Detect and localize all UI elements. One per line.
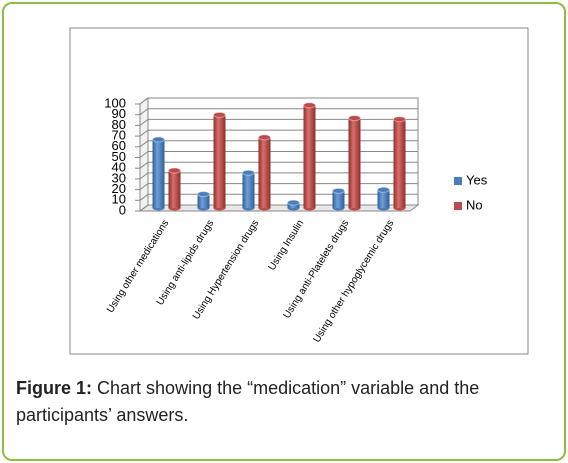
bar-top	[303, 102, 316, 109]
legend-swatch	[454, 177, 462, 185]
bar-top	[287, 199, 300, 206]
grid-line	[139, 118, 418, 126]
grid-line	[139, 151, 418, 158]
bar	[242, 172, 255, 208]
floor	[138, 204, 420, 212]
grid-line	[139, 108, 418, 116]
bar-top	[242, 169, 255, 176]
caption-label: Figure 1:	[16, 378, 93, 398]
y-tick-label: 30	[112, 170, 126, 185]
y-tick-label: 20	[112, 181, 126, 196]
bar-top	[258, 134, 271, 141]
bar-top	[377, 186, 390, 193]
caption: Figure 1: Chart showing the “medication”…	[16, 375, 546, 429]
y-tick-label: 40	[112, 160, 126, 175]
y-tick-label: 80	[112, 117, 126, 132]
bar-top	[152, 136, 165, 143]
y-tick-label: 90	[112, 106, 126, 121]
grid-line	[139, 204, 418, 212]
grid-line	[139, 172, 418, 180]
grid-line	[139, 193, 418, 201]
legend-label: Yes	[466, 172, 488, 187]
grid-line	[139, 97, 418, 105]
bar	[348, 118, 361, 208]
y-tick-label: 50	[112, 149, 126, 164]
bar	[197, 194, 210, 208]
bar	[303, 105, 316, 208]
bar	[287, 202, 300, 208]
bar	[393, 119, 406, 208]
bar	[377, 189, 390, 208]
bar-top	[197, 191, 210, 198]
y-tick-label: 100	[104, 95, 126, 110]
bar-top	[393, 116, 406, 123]
caption-text: Chart showing the “medication” variable …	[16, 378, 480, 425]
grid-line	[139, 161, 418, 169]
bar	[258, 137, 271, 208]
grid-line	[139, 183, 418, 191]
bar	[152, 139, 165, 208]
y-tick-label: 70	[112, 128, 126, 143]
bar	[168, 170, 181, 208]
bar	[332, 190, 345, 208]
legend-swatch	[454, 202, 462, 210]
y-tick-label: 60	[112, 138, 126, 153]
y-tick-label: 0	[119, 202, 126, 217]
legend-label: No	[466, 197, 483, 212]
bar	[213, 114, 226, 208]
grid-line	[139, 140, 418, 148]
bar-top	[213, 111, 226, 118]
bar-top	[348, 115, 361, 122]
bar-top	[332, 187, 345, 194]
y-tick-label: 10	[112, 192, 126, 207]
grid-line	[139, 129, 418, 137]
bar-top	[168, 167, 181, 174]
